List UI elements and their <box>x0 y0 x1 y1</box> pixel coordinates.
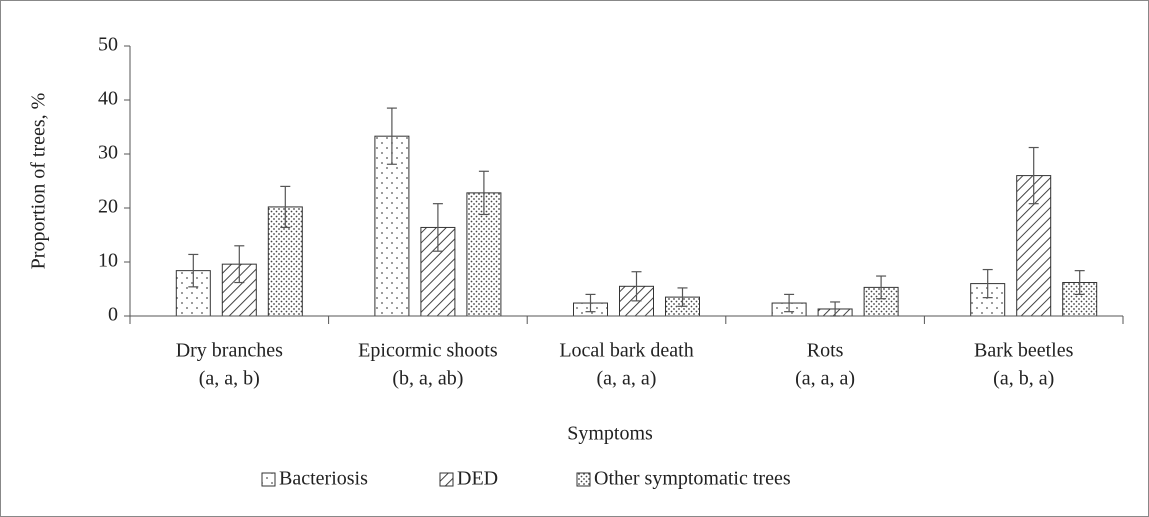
error-bar <box>1028 146 1039 205</box>
x-tick-label: Bark beetles <box>974 340 1074 362</box>
x-tick-label: (a, b, a) <box>993 368 1054 390</box>
legend-swatch <box>576 472 591 487</box>
error-bar <box>677 287 688 307</box>
x-tick-label: Epicormic shoots <box>358 340 498 362</box>
x-tick-label: (b, a, ab) <box>392 368 463 390</box>
error-bar <box>234 245 245 284</box>
error-bar <box>784 293 795 313</box>
y-tick-label: 40 <box>98 88 118 110</box>
error-bar <box>432 203 443 252</box>
legend-swatch <box>439 472 454 487</box>
y-tick-label: 30 <box>98 142 118 164</box>
y-tick-label: 0 <box>108 304 118 326</box>
legend-label: Other symptomatic trees <box>594 468 791 490</box>
error-bar <box>876 275 887 300</box>
error-bar <box>631 271 642 302</box>
legend-label: DED <box>457 468 498 490</box>
error-bar <box>982 268 993 299</box>
x-tick-label: (a, a, b) <box>199 368 260 390</box>
x-tick-label: (a, a, a) <box>795 368 855 390</box>
x-tick-label: Dry branches <box>176 340 283 362</box>
y-tick-label: 50 <box>98 34 118 56</box>
x-tick-label: Local bark death <box>559 340 693 362</box>
y-tick-label: 20 <box>98 196 118 218</box>
y-tick-label: 10 <box>98 250 118 272</box>
bar <box>374 135 410 317</box>
x-tick-label: Rots <box>807 340 844 362</box>
x-axis-title: Symptoms <box>567 423 653 445</box>
error-bar <box>1074 270 1085 295</box>
error-bar <box>585 293 596 313</box>
legend-swatch <box>261 472 276 487</box>
legend-label: Bacteriosis <box>279 468 368 490</box>
error-bar <box>478 170 489 216</box>
x-tick-label: (a, a, a) <box>597 368 657 390</box>
error-bar <box>280 185 291 229</box>
error-bar <box>188 253 199 288</box>
y-axis-title: Proportion of trees, % <box>28 93 50 270</box>
error-bar <box>386 107 397 165</box>
